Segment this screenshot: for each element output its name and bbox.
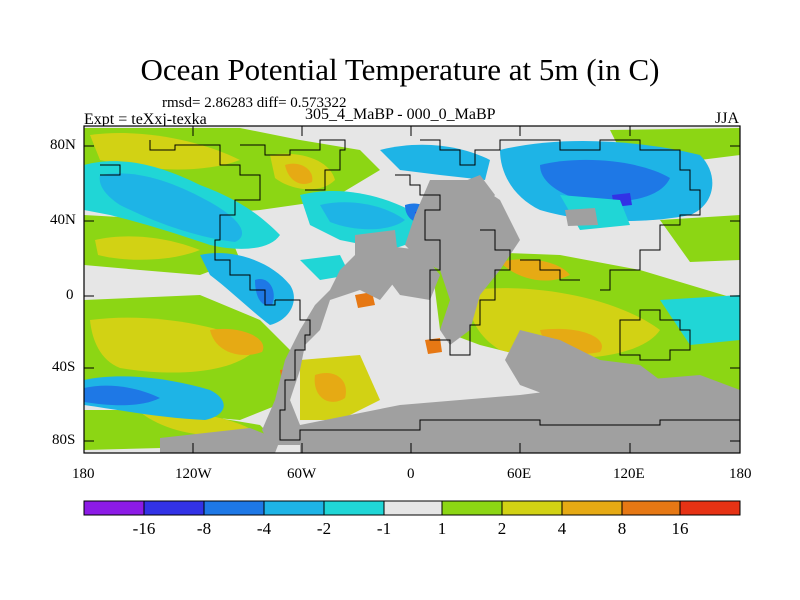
lon-label-120e: 120E [613, 466, 645, 482]
season-label: JJA [715, 110, 740, 127]
land-asia-fragment [455, 175, 495, 215]
colorbar-box [263, 500, 325, 516]
lat-label-80s: 80S [52, 432, 76, 448]
colorbar-label: 16 [671, 519, 689, 538]
lon-label-180e: 180 [729, 466, 752, 482]
coastline [240, 139, 346, 191]
land-antarctica [300, 375, 740, 453]
colorbar-box [323, 500, 385, 516]
coastline [420, 139, 701, 291]
colorbar-label: 1 [437, 519, 447, 538]
cold-region [540, 159, 670, 202]
lon-label-120w: 120W [175, 466, 212, 482]
land-australia-link [505, 330, 660, 400]
cold-region [300, 255, 350, 280]
land-africa [405, 180, 520, 345]
cold-region [200, 253, 294, 325]
cold-region [84, 385, 160, 406]
colorbar-box [621, 500, 681, 516]
lat-label-40s: 40S [52, 359, 76, 375]
lon-label-0: 0 [407, 466, 415, 482]
warm-region [95, 236, 200, 260]
colorbar-label: -1 [376, 519, 392, 538]
colorbar-label: -8 [196, 519, 212, 538]
experiment-label: Expt = teXxj-texka [84, 111, 207, 128]
lat-label-0: 0 [66, 287, 74, 303]
land-mask [160, 175, 740, 453]
coastline [275, 299, 740, 441]
axis-ticks [84, 126, 740, 453]
warm-region [210, 328, 264, 356]
land-south-america [262, 230, 400, 445]
colorbar-label: -4 [256, 519, 272, 538]
colorbar-label: 4 [557, 519, 567, 538]
land-central [380, 245, 440, 300]
page-title: Ocean Potential Temperature at 5m (in C) [140, 52, 660, 87]
warm-region [285, 163, 313, 185]
colorbar-box [561, 500, 623, 516]
colorbar [83, 500, 741, 516]
temperature-field [84, 126, 740, 453]
colorbar-box [679, 500, 741, 516]
colorbar-label: 2 [497, 519, 507, 538]
cold-region [660, 295, 740, 345]
colorbar-box [203, 500, 265, 516]
cold-region [99, 173, 243, 242]
cold-region [255, 279, 274, 306]
warm-region [90, 132, 240, 170]
coastline [395, 174, 511, 356]
colorbar-label: -2 [316, 519, 332, 538]
warm-region [425, 338, 442, 354]
coastline [619, 309, 691, 361]
cold-region [380, 144, 490, 180]
lat-label-40n: 40N [50, 212, 76, 228]
colorbar-box [501, 500, 563, 516]
rmsd-diff-stats: rmsd= 2.86283 diff= 0.573322 [162, 95, 347, 111]
map-border [83, 125, 741, 454]
colorbar-box [83, 500, 145, 516]
coastline [100, 164, 121, 176]
subtitle: 305_4_MaBP - 000_0_MaBP [305, 106, 496, 123]
warm-region [500, 259, 570, 281]
warm-region [660, 215, 740, 262]
land-south-tip [160, 428, 280, 453]
colorbar-box [383, 500, 443, 516]
colorbar-box [441, 500, 503, 516]
colorbar-label: 8 [617, 519, 627, 538]
warm-region [140, 411, 255, 436]
coastline [149, 140, 276, 306]
cold-region [320, 202, 405, 230]
warm-region [314, 372, 346, 402]
lon-label-60w: 60W [287, 466, 317, 482]
coastline-outlines [100, 139, 740, 441]
colorbar-label: -16 [132, 519, 156, 538]
lon-label-180w: 180 [72, 466, 95, 482]
warm-region [355, 292, 375, 308]
colorbar-box [143, 500, 205, 516]
land-greenland-fragment [565, 208, 598, 226]
lon-label-60e: 60E [507, 466, 532, 482]
lat-label-80n: 80N [50, 137, 76, 153]
coastline [520, 259, 580, 281]
